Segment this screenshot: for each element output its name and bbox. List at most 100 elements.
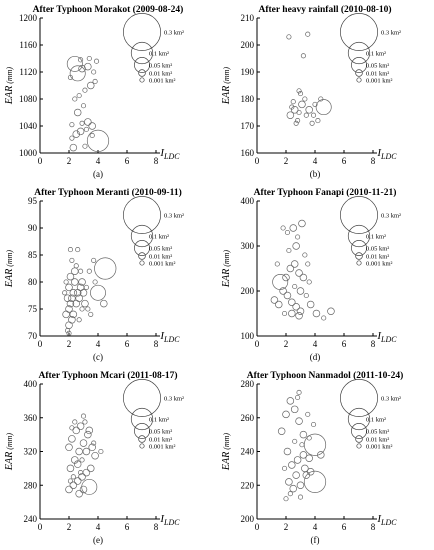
data-point	[297, 91, 304, 97]
legend-circle	[351, 240, 367, 256]
x-tick-label: 4	[313, 339, 318, 349]
data-point	[72, 419, 78, 425]
data-point	[86, 55, 92, 62]
data-point	[75, 489, 83, 498]
data-point	[289, 484, 297, 493]
y-axis-label-unit: (mm)	[222, 67, 231, 86]
legend-label: 0.05 km²	[366, 429, 389, 436]
data-point	[286, 247, 292, 254]
data-point	[71, 456, 79, 464]
y-axis-label-var: EAR	[221, 86, 232, 105]
legend-label: 0.01 km²	[149, 437, 172, 444]
legend-circle	[138, 435, 146, 443]
legend-circle	[134, 423, 150, 439]
data-point	[79, 289, 88, 297]
data-point	[282, 410, 290, 419]
x-tick-label: 0	[255, 522, 260, 532]
legend-circle	[138, 252, 146, 260]
data-point	[282, 465, 288, 471]
legend-circle	[123, 196, 161, 234]
data-point	[298, 100, 306, 109]
data-point	[302, 96, 308, 102]
chart-title: After Typhoon Fanapi (2010-11-21)	[254, 187, 397, 198]
legend-circle	[340, 13, 378, 51]
data-point	[66, 55, 83, 72]
data-point	[274, 300, 283, 309]
y-tick-label: 200	[241, 40, 255, 50]
y-tick-label: 190	[241, 67, 255, 77]
y-tick-label: 75	[28, 304, 38, 314]
legend-circle	[351, 57, 367, 73]
data-point	[306, 279, 312, 285]
data-point	[65, 328, 71, 334]
legend-label: 0.3 km²	[164, 396, 184, 403]
data-point	[311, 112, 317, 118]
data-point	[289, 224, 297, 232]
data-point	[81, 478, 98, 495]
data-point	[81, 299, 89, 308]
data-point	[317, 451, 325, 459]
data-point	[299, 273, 308, 282]
data-point	[283, 496, 289, 502]
data-point	[298, 219, 306, 228]
legend-label: 0.05 km²	[366, 246, 389, 253]
data-point	[296, 287, 305, 295]
data-point	[299, 451, 308, 459]
data-point	[82, 87, 88, 93]
data-point	[292, 242, 300, 250]
data-point	[305, 261, 311, 267]
data-point	[94, 58, 100, 64]
legend-label: 0.01 km²	[149, 71, 172, 78]
x-tick-label: 4	[96, 339, 101, 349]
x-tick-label: 6	[125, 339, 130, 349]
data-point	[79, 457, 85, 463]
data-point	[62, 290, 68, 296]
data-point	[65, 305, 73, 313]
data-point	[71, 278, 79, 286]
data-point	[88, 311, 94, 317]
data-point	[70, 474, 76, 480]
data-point	[82, 447, 91, 456]
data-point	[305, 454, 313, 462]
data-point	[282, 310, 288, 317]
data-point	[78, 268, 84, 274]
legend-circle	[130, 41, 154, 65]
x-tick-label: 2	[284, 339, 289, 349]
legend-label: 0.1 km²	[366, 234, 386, 241]
y-tick-label: 170	[241, 121, 255, 131]
legend-circle	[340, 196, 378, 234]
y-tick-label: 1160	[19, 40, 37, 50]
data-point	[305, 106, 313, 114]
data-point	[73, 460, 82, 468]
panel-sublabel: (d)	[310, 352, 321, 362]
data-point	[290, 106, 299, 114]
x-tick-label: 0	[255, 339, 260, 349]
data-point	[65, 485, 73, 494]
data-point	[286, 111, 295, 119]
x-axis-label-main: I	[159, 330, 165, 342]
data-point	[63, 294, 72, 302]
y-tick-label: 200	[241, 514, 255, 524]
data-point	[327, 307, 335, 315]
y-tick-label: 1040	[19, 121, 38, 131]
data-point	[82, 468, 91, 477]
x-axis-label-main: I	[376, 147, 382, 159]
data-point	[75, 447, 83, 456]
data-point	[76, 93, 82, 99]
x-axis-label: ILDC	[159, 330, 180, 344]
data-point	[88, 122, 96, 130]
data-point	[283, 447, 292, 456]
data-point	[288, 309, 296, 318]
data-point	[68, 294, 76, 302]
legend-label: 0.01 km²	[366, 437, 389, 444]
data-point	[69, 257, 75, 263]
data-point	[65, 321, 73, 329]
x-axis-label: ILDC	[376, 513, 397, 527]
data-point	[306, 435, 312, 441]
y-tick-label: 400	[241, 196, 255, 206]
legend-circle	[347, 407, 371, 431]
chart-title: After Typhoon Mcari (2011-08-17)	[38, 370, 177, 381]
y-tick-label: 220	[241, 480, 255, 490]
data-point	[78, 470, 84, 476]
data-point	[293, 456, 302, 464]
